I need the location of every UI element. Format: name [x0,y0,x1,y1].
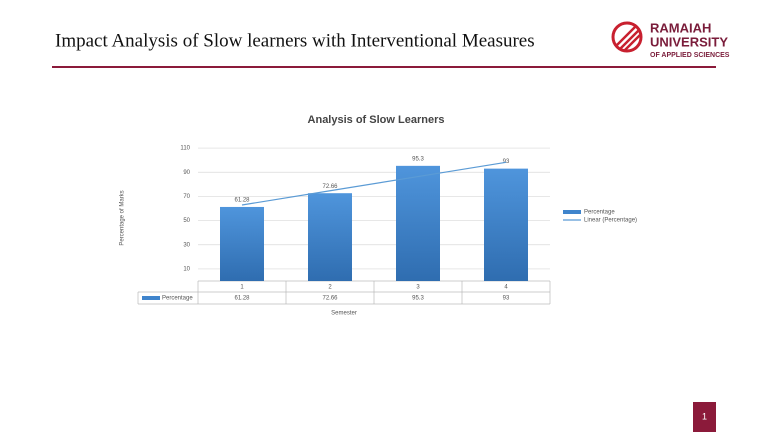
table-value: 72.66 [322,296,338,302]
y-tick-label: 110 [180,146,190,152]
table-legend-key [142,296,160,300]
x-axis-title: Semester [331,311,357,317]
legend-key [563,210,581,214]
data-label: 93 [503,159,510,165]
logo-text: OF APPLIED SCIENCES [650,52,730,59]
x-tick-label: 4 [504,285,508,291]
table-value: 95.3 [412,296,424,302]
bar [484,168,528,281]
legend-label: Linear (Percentage) [584,218,637,224]
table-series-name: Percentage [162,296,193,302]
y-tick-label: 50 [183,218,190,224]
y-tick-label: 10 [183,266,190,272]
logo: RAMAIAH UNIVERSITY OF APPLIED SCIENCES [611,20,730,59]
x-tick-label: 1 [240,285,244,291]
slide-title: Impact Analysis of Slow learners with In… [55,30,535,51]
bar [396,165,440,281]
x-tick-label: 3 [416,285,420,291]
data-label: 95.3 [412,156,424,162]
table-value: 93 [503,296,510,302]
y-tick-label: 70 [183,194,190,200]
y-tick-label: 30 [183,242,190,248]
x-tick-label: 2 [328,285,332,291]
logo-text: UNIVERSITY [650,34,728,49]
logo-text: RAMAIAH [650,20,711,35]
trend-line [241,161,507,206]
y-tick-label: 90 [183,170,190,176]
bar [220,206,264,281]
chart-title: Analysis of Slow Learners [308,114,445,126]
legend-label: Percentage [584,210,615,216]
data-label: 61.28 [234,198,250,204]
page-number: 1 [702,411,707,421]
table-value: 61.28 [234,296,250,302]
data-label: 72.66 [322,184,338,190]
page-number-box [693,402,716,432]
y-axis-title: Percentage of Marks [120,190,126,245]
bar [308,193,352,281]
